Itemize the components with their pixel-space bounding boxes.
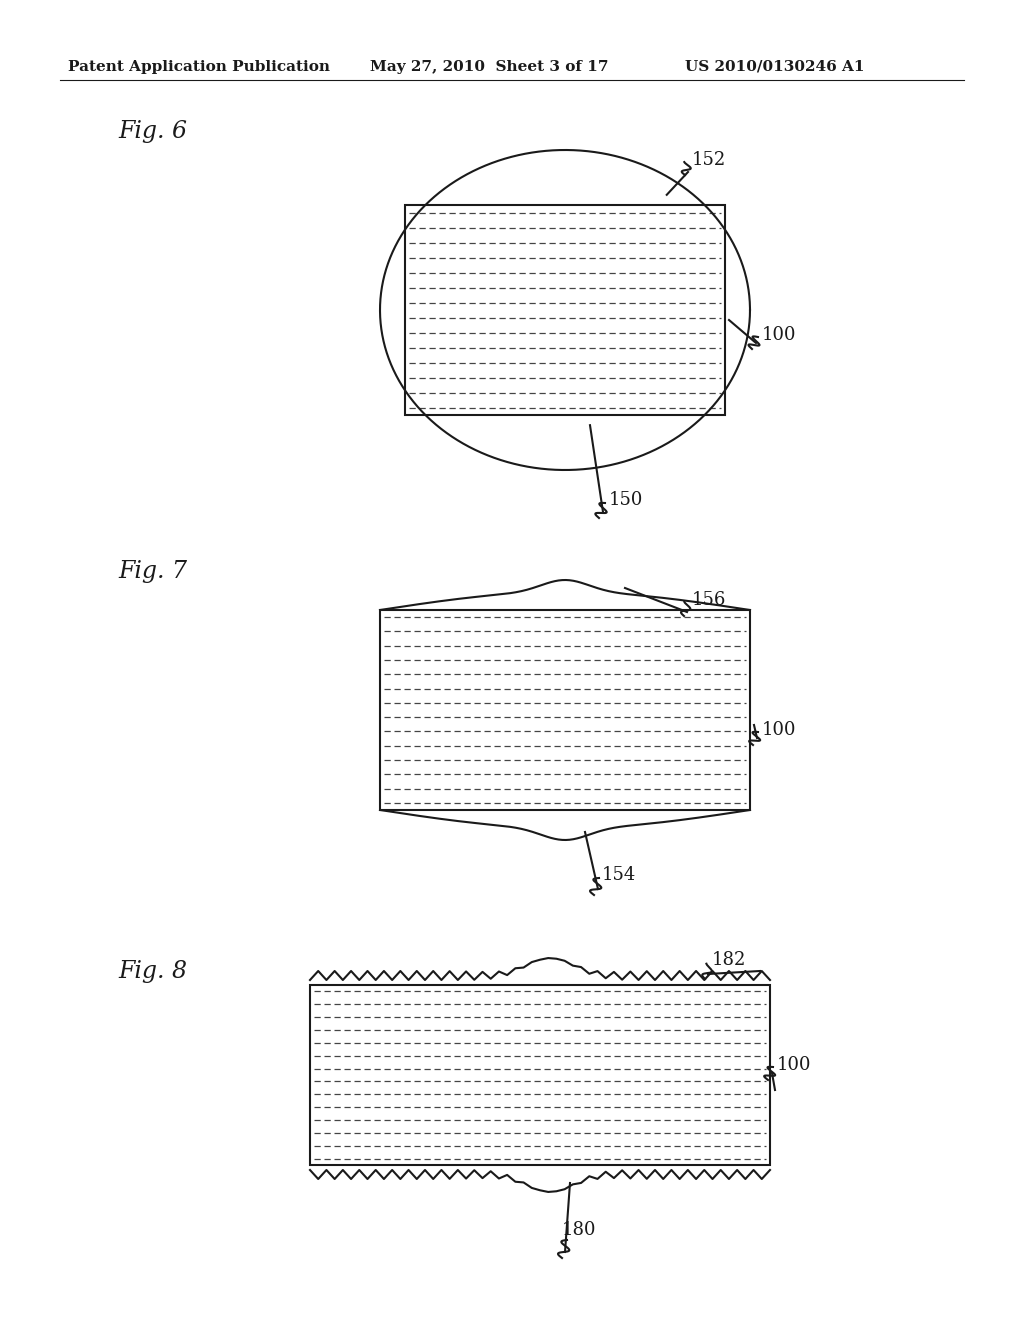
Text: 154: 154	[602, 866, 636, 884]
Text: May 27, 2010  Sheet 3 of 17: May 27, 2010 Sheet 3 of 17	[370, 59, 608, 74]
Text: 100: 100	[762, 326, 797, 345]
Bar	[380, 610, 750, 810]
Text: 152: 152	[692, 150, 726, 169]
Bar	[406, 205, 725, 414]
Text: Patent Application Publication: Patent Application Publication	[68, 59, 330, 74]
Text: Fig. 8: Fig. 8	[118, 960, 187, 983]
Text: US 2010/0130246 A1: US 2010/0130246 A1	[685, 59, 864, 74]
Text: 180: 180	[562, 1221, 597, 1239]
Text: 156: 156	[692, 591, 726, 609]
Text: 182: 182	[712, 950, 746, 969]
Bar	[310, 985, 770, 1166]
Bar	[380, 610, 750, 810]
Text: 100: 100	[777, 1056, 811, 1074]
Bar	[406, 205, 725, 414]
Text: 100: 100	[762, 721, 797, 739]
Text: Fig. 7: Fig. 7	[118, 560, 187, 583]
Bar	[310, 985, 770, 1166]
Text: Fig. 6: Fig. 6	[118, 120, 187, 143]
Text: 150: 150	[609, 491, 643, 510]
